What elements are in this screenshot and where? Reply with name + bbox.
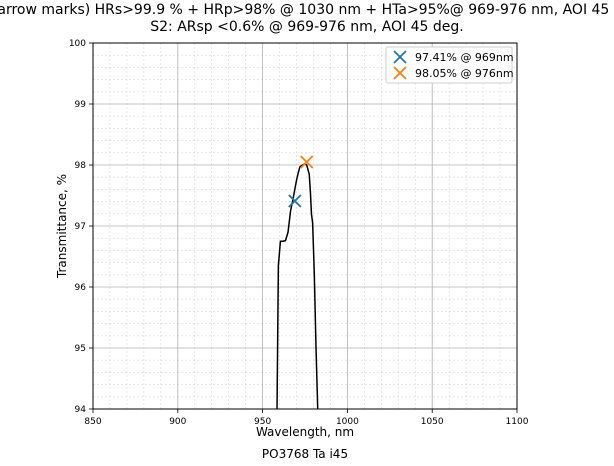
legend: 97.41% @ 969nm 98.05% @ 976nm — [385, 46, 514, 84]
axis-ticks: 850 900 950 1000 1050 1100 94 95 96 97 98 99 100 — [69, 39, 529, 427]
y-tick-label: 97 — [75, 222, 86, 232]
legend-marker-2 — [393, 66, 407, 80]
figure-caption: PO3768 Ta i45 — [262, 447, 348, 461]
x-axis-label: Wavelength, nm — [256, 425, 354, 439]
y-tick-label: 95 — [75, 344, 86, 354]
y-axis-label: Transmittance, % — [55, 174, 69, 279]
y-tick-label: 98 — [75, 161, 87, 171]
legend-label-2: 98.05% @ 976nm — [415, 67, 514, 80]
y-tick-label: 94 — [75, 405, 87, 415]
legend-label-1: 97.41% @ 969nm — [415, 51, 514, 64]
data-marker-1 — [288, 194, 302, 208]
y-tick-label: 96 — [75, 283, 87, 293]
series-lines — [276, 163, 319, 410]
x-tick-label: 1050 — [421, 417, 444, 427]
legend-box — [385, 46, 513, 84]
y-tick-label: 100 — [69, 39, 86, 49]
data-markers — [288, 155, 314, 208]
y-tick-label: 99 — [75, 100, 87, 110]
data-marker-2 — [300, 155, 314, 169]
x-tick-label: 1100 — [506, 417, 529, 427]
chart-title-line-1: S1:(arrow marks) HRs>99.9 % + HRp>98% @ … — [0, 2, 614, 18]
legend-marker-1 — [393, 50, 407, 64]
x-tick-label: 950 — [254, 417, 271, 427]
grid — [92, 42, 518, 410]
x-tick-label: 850 — [84, 417, 101, 427]
series-line-1 — [276, 163, 319, 410]
plot-frame — [92, 42, 518, 410]
x-tick-label: 900 — [169, 417, 186, 427]
chart-title-line-2: S2: ARsp <0.6% @ 969-976 nm, AOI 45 deg. — [150, 19, 463, 35]
x-tick-label: 1000 — [336, 417, 359, 427]
